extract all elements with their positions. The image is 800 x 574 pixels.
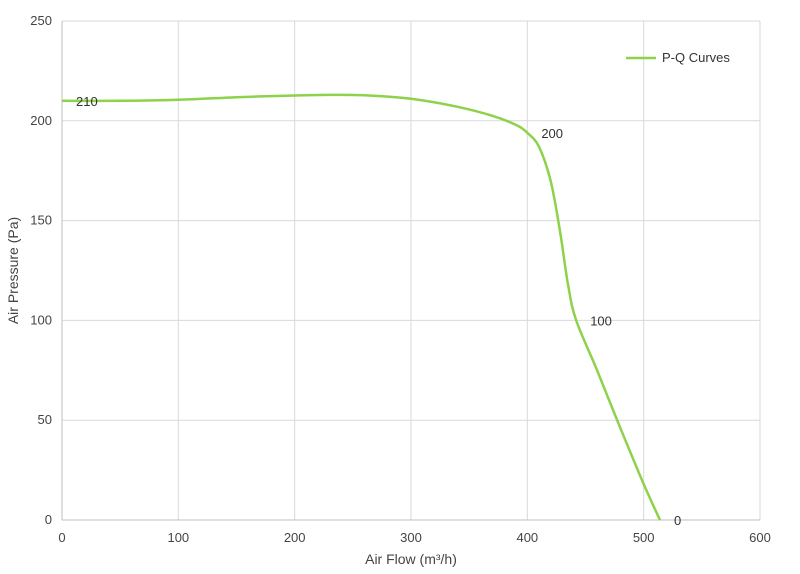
pq-curve-line (61, 93, 662, 521)
x-tick-label: 100 (167, 530, 189, 545)
x-tick-label: 0 (58, 530, 65, 545)
y-tick-label: 0 (45, 512, 52, 527)
y-tick-label: 100 (30, 312, 52, 327)
grid (62, 20, 761, 520)
data-label: 200 (541, 126, 563, 141)
y-axis-title: Air Pressure (Pa) (5, 217, 21, 324)
data-label: 100 (590, 313, 612, 328)
y-tick-labels: 0 50 100 150 200 250 (30, 13, 52, 527)
y-tick-label: 50 (38, 412, 52, 427)
data-labels: 210 200 100 0 (76, 94, 681, 528)
x-tick-labels: 0 100 200 300 400 500 600 (58, 530, 770, 545)
legend[interactable]: P-Q Curves (626, 50, 730, 65)
series-group (61, 93, 662, 521)
data-label: 210 (76, 94, 98, 109)
x-tick-label: 200 (284, 530, 306, 545)
y-tick-label: 150 (30, 213, 52, 228)
x-tick-label: 400 (516, 530, 538, 545)
data-label: 0 (674, 513, 681, 528)
x-tick-label: 600 (749, 530, 771, 545)
legend-label: P-Q Curves (662, 50, 730, 65)
x-tick-label: 500 (633, 530, 655, 545)
x-axis-title: Air Flow (m³/h) (365, 551, 457, 567)
y-tick-label: 200 (30, 113, 52, 128)
axes (61, 21, 760, 521)
y-tick-label: 250 (30, 13, 52, 28)
x-tick-label: 300 (400, 530, 422, 545)
